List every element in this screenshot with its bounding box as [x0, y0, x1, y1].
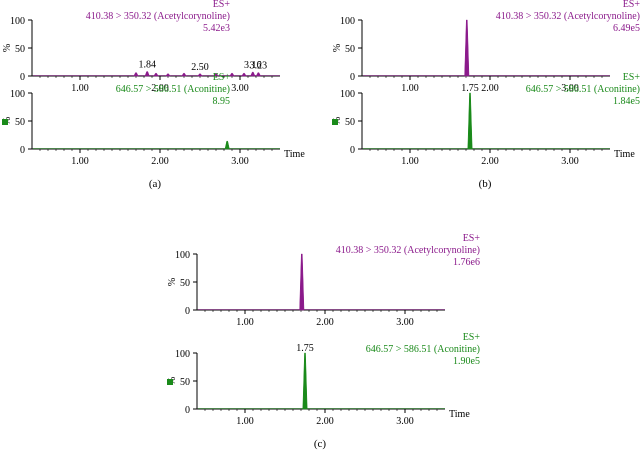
chromatogram-peak: [144, 71, 150, 77]
chromatogram-peak: [302, 352, 308, 410]
y-tick-label: 0: [350, 72, 355, 83]
x-tick-label: 3.00: [561, 83, 579, 94]
peak-label: 2.50: [191, 62, 209, 73]
y-tick-label: 0: [350, 145, 355, 156]
y-tick-label: 100: [10, 89, 25, 100]
mrm-transition-label: 410.38 > 350.32 (Acetylcorynoline): [86, 11, 230, 22]
y-axis-label: %: [332, 44, 343, 52]
intensity-label: 1.90e5: [453, 356, 480, 367]
intensity-label: 8.95: [213, 96, 231, 107]
scan-mode-label: ES+: [463, 332, 481, 343]
x-tick-label: 3.00: [231, 83, 249, 94]
scan-mode-label: ES+: [213, 72, 231, 83]
y-tick-label: 100: [340, 16, 355, 27]
y-tick-label: 0: [185, 405, 190, 416]
y-tick-label: 50: [180, 377, 190, 388]
trace-marker-icon: [332, 119, 338, 125]
scan-mode-label: ES+: [623, 72, 641, 83]
x-tick-label: 3.00: [561, 156, 579, 167]
peak-label: 1.75: [461, 83, 479, 94]
panel-caption-c: (c): [314, 438, 327, 450]
x-tick-label: 2.00: [316, 317, 334, 328]
x-tick-label: 1.00: [401, 156, 419, 167]
panel-caption-a: (a): [149, 178, 162, 190]
x-tick-label: 1.00: [236, 317, 254, 328]
x-tick-label: 1.00: [401, 83, 419, 94]
chromatogram-peak: [255, 72, 262, 77]
x-tick-label: 2.00: [151, 156, 169, 167]
chromatogram-peak: [133, 72, 139, 77]
scan-mode-label: ES+: [463, 233, 481, 244]
y-tick-label: 0: [185, 306, 190, 317]
mrm-transition-label: 646.57 > 586.51 (Aconitine): [526, 84, 640, 95]
intensity-label: 5.42e3: [203, 23, 230, 34]
x-tick-label: 1.00: [71, 83, 89, 94]
x-tick-label: 1.00: [236, 416, 254, 427]
x-tick-label: 2.00: [481, 156, 499, 167]
y-tick-label: 50: [345, 44, 355, 55]
trace-marker-icon: [2, 119, 8, 125]
peak-label: 3.23: [250, 61, 268, 72]
peak-label: 1.75: [296, 343, 314, 354]
y-tick-label: 0: [20, 72, 25, 83]
x-axis-label: Time: [614, 149, 635, 160]
chromatogram-peak: [250, 71, 256, 77]
mrm-transition-label: 410.38 > 350.32 (Acetylcorynoline): [336, 245, 480, 256]
x-axis-label: Time: [284, 149, 305, 160]
chromatogram-peak: [467, 92, 473, 150]
y-tick-label: 100: [175, 349, 190, 360]
x-tick-label: 2.00: [481, 83, 499, 94]
y-tick-label: 50: [345, 117, 355, 128]
mrm-transition-label: 646.57 > 586.51 (Aconitine): [116, 84, 230, 95]
x-tick-label: 2.00: [316, 416, 334, 427]
y-axis-label: %: [167, 278, 178, 286]
intensity-label: 6.49e5: [613, 23, 640, 34]
y-tick-label: 100: [340, 89, 355, 100]
x-tick-label: 3.00: [231, 156, 249, 167]
scan-mode-label: ES+: [213, 0, 231, 10]
y-tick-label: 100: [10, 16, 25, 27]
x-tick-label: 2.00: [151, 83, 169, 94]
x-axis-label: Time: [449, 409, 470, 420]
intensity-label: 1.76e6: [453, 257, 480, 268]
chromatogram-peak: [464, 19, 470, 77]
chromatogram-5: 1.00 2.00 3.00 0 50 100% ES+410.38 > 350.32 (A…: [167, 233, 480, 328]
y-tick-label: 0: [20, 145, 25, 156]
peak-label: 1.84: [138, 60, 156, 71]
trace-marker-icon: [167, 379, 173, 385]
y-tick-label: 100: [175, 250, 190, 261]
y-axis-label: %: [2, 44, 13, 52]
peak-label: 3.16: [244, 60, 262, 71]
x-tick-label: 3.00: [396, 317, 414, 328]
chromatogram-peak: [224, 140, 230, 150]
y-tick-label: 50: [15, 44, 25, 55]
x-tick-label: 3.00: [396, 416, 414, 427]
chromatogram-peak: [299, 253, 305, 311]
x-tick-label: 1.00: [71, 156, 89, 167]
intensity-label: 1.84e5: [613, 96, 640, 107]
scan-mode-label: ES+: [623, 0, 641, 10]
mrm-transition-label: 646.57 > 586.51 (Aconitine): [366, 344, 480, 355]
panel-caption-b: (b): [479, 178, 492, 190]
y-tick-label: 50: [180, 278, 190, 289]
y-tick-label: 50: [15, 117, 25, 128]
mrm-transition-label: 410.38 > 350.32 (Acetylcorynoline): [496, 11, 640, 22]
